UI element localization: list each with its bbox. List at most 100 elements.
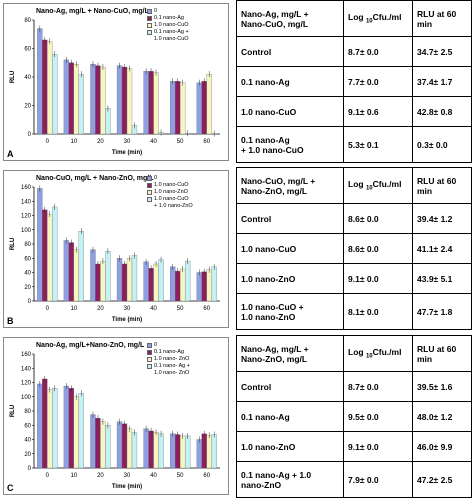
table-cell: 43.9± 5.1: [412, 263, 472, 294]
bar: [121, 423, 128, 469]
table-cell: Control: [236, 36, 344, 67]
bar: [116, 421, 123, 469]
chart-svg-a: 0 20 40 60 80 RLU 0 10 20 30 40 50 60 Time (min): [10, 18, 220, 156]
table-cell: 1.0 nano-ZnO: [236, 263, 344, 294]
table-cell: 9.1± 0.6: [343, 96, 413, 127]
log-label: Log: [348, 179, 364, 190]
table-row: Control 8.6± 0.0 39.4± 1.2: [236, 203, 472, 234]
legend-swatch: [147, 190, 152, 195]
table-header-cell: RLU at 60 min: [412, 167, 472, 204]
y-tick-label: 60: [24, 256, 31, 262]
bar: [78, 74, 84, 135]
legend-item: 1.0 nano-CuO: [147, 22, 189, 29]
bar: [78, 393, 84, 469]
table-cell: 48.0± 1.2: [412, 401, 472, 432]
bar: [175, 434, 181, 469]
table-cell: 7.9± 0.0: [343, 461, 413, 498]
table-header-row: Nano-Ag, mg/L + Nano-CuO, mg/L Log 10Cfu…: [236, 0, 472, 37]
table-cell: 0.3± 0.0: [412, 126, 472, 163]
table-cell: Control: [236, 371, 344, 402]
bar: [121, 263, 128, 302]
x-axis-label: Time (min): [112, 484, 142, 490]
legend-label: 0.1 nano-Ag + 1.0 nano-CuO: [154, 29, 189, 42]
y-tick-label: 100: [21, 395, 32, 401]
bar: [121, 66, 128, 135]
bar: [68, 62, 75, 135]
bar: [68, 242, 75, 302]
y-tick-label: 0: [28, 299, 32, 305]
legend-swatch: [147, 197, 152, 202]
table-cell: 8.6± 0.0: [343, 233, 413, 264]
chart-svg-c: 0 20 40 60 80 100 120 140 160 RLU 0 10 20 30 40 50 60 Tim…: [10, 352, 220, 490]
cfu-label: Cfu./ml: [372, 12, 402, 23]
log-label: Log: [348, 347, 364, 358]
table-header-cell: Log 10Cfu./ml: [343, 167, 413, 204]
table-cell: 47.2± 2.5: [412, 461, 472, 498]
x-axis-label: Time (min): [112, 317, 142, 323]
log-subscript: 10: [365, 18, 373, 25]
bar: [37, 383, 43, 469]
bar: [100, 66, 106, 135]
table-row: 0.1 nano-Ag 7.7± 0.0 37.4± 1.7: [236, 66, 472, 97]
log-subscript: 10: [365, 185, 373, 192]
table-row: 1.0 nano-CuO + 1.0 nano-ZnO 8.1± 0.0 47.7±…: [236, 293, 472, 330]
table-header-cell: Nano-Ag, mg/L + Nano-CuO, mg/L: [236, 0, 344, 37]
chart-panel-c: 0 20 40 60 80 100 120 140 160 RLU 0 10 20 30 40 50 60 Tim…: [3, 337, 229, 495]
table-cell: 1.0 nano-CuO: [236, 96, 344, 127]
bar: [37, 188, 43, 302]
bar: [63, 59, 70, 135]
table-cell: 8.1± 0.0: [343, 293, 413, 330]
bar: [47, 213, 53, 302]
table-row: 1.0 nano-CuO 9.1± 0.6 42.8± 0.8: [236, 96, 472, 127]
bar: [206, 74, 212, 135]
bar: [47, 389, 53, 469]
legend-item: 0.1 nano-Ag: [147, 15, 189, 22]
bar: [201, 271, 207, 302]
legend-label: 0.1 nano- Ag + 1.0 nano- ZnO: [154, 363, 190, 376]
bar: [42, 378, 48, 469]
table-cell: 46.0± 9.9: [412, 431, 472, 462]
y-tick-label: 80: [24, 409, 31, 415]
bar: [158, 433, 164, 469]
panel-letter-b: B: [7, 316, 14, 326]
table-cell: 0.1 nano-Ag + 1.0 nano-CuO: [236, 126, 344, 163]
bar: [143, 71, 149, 135]
y-tick-label: 0: [28, 466, 32, 472]
x-axis-label: Time (min): [112, 150, 142, 156]
x-tick-label: 40: [150, 473, 157, 479]
legend-item: 0: [147, 175, 193, 182]
legend-item: 1.0 nano-CuO + 1.0 nano-ZnO: [147, 196, 193, 210]
bar: [170, 433, 176, 469]
legend-item: 0.1 nano- Ag + 1.0 nano- ZnO: [147, 363, 190, 377]
bar: [170, 266, 176, 302]
y-tick-label: 40: [24, 75, 31, 81]
legend-label: 1.0 nano-CuO: [154, 182, 189, 188]
y-tick-label: 140: [21, 199, 32, 205]
table-row: 0.1 nano-Ag + 1.0 nano-ZnO 7.9± 0.0 47.2± …: [236, 461, 472, 498]
x-tick-label: 40: [150, 139, 157, 145]
bar: [73, 249, 79, 302]
chart-title-c: Nano-Ag, mg/L+Nano-ZnO, mg/L: [36, 342, 145, 349]
x-tick-label: 40: [150, 306, 157, 312]
bar: [68, 388, 75, 469]
legend-swatch: [147, 23, 152, 28]
bar: [52, 206, 58, 302]
bar: [63, 240, 70, 302]
y-tick-label: 60: [24, 423, 31, 429]
legend-label: 1.0 nano-ZnO: [154, 189, 188, 195]
bar: [211, 266, 217, 302]
y-axis-label: RLU: [10, 71, 16, 83]
y-axis-label: RLU: [10, 238, 16, 250]
table-cell: 9.1± 0.0: [343, 431, 413, 462]
bar: [201, 433, 207, 469]
bar: [175, 270, 181, 302]
chart-title-a: Nano-Ag, mg/L + Nano-CuO, mg/L: [36, 8, 149, 15]
table-cell: 0.1 nano-Ag + 1.0 nano-ZnO: [236, 461, 344, 498]
bar: [143, 261, 149, 302]
chart-title-b: Nano-CuO, mg/L + Nano-ZnO, mg/L: [36, 175, 154, 182]
table-cell: 8.7± 0.0: [343, 36, 413, 67]
x-tick-label: 30: [124, 306, 131, 312]
bar: [52, 388, 58, 469]
table-row: Control 8.7± 0.0 34.7± 2.5: [236, 36, 472, 67]
table-cell: 42.8± 0.8: [412, 96, 472, 127]
